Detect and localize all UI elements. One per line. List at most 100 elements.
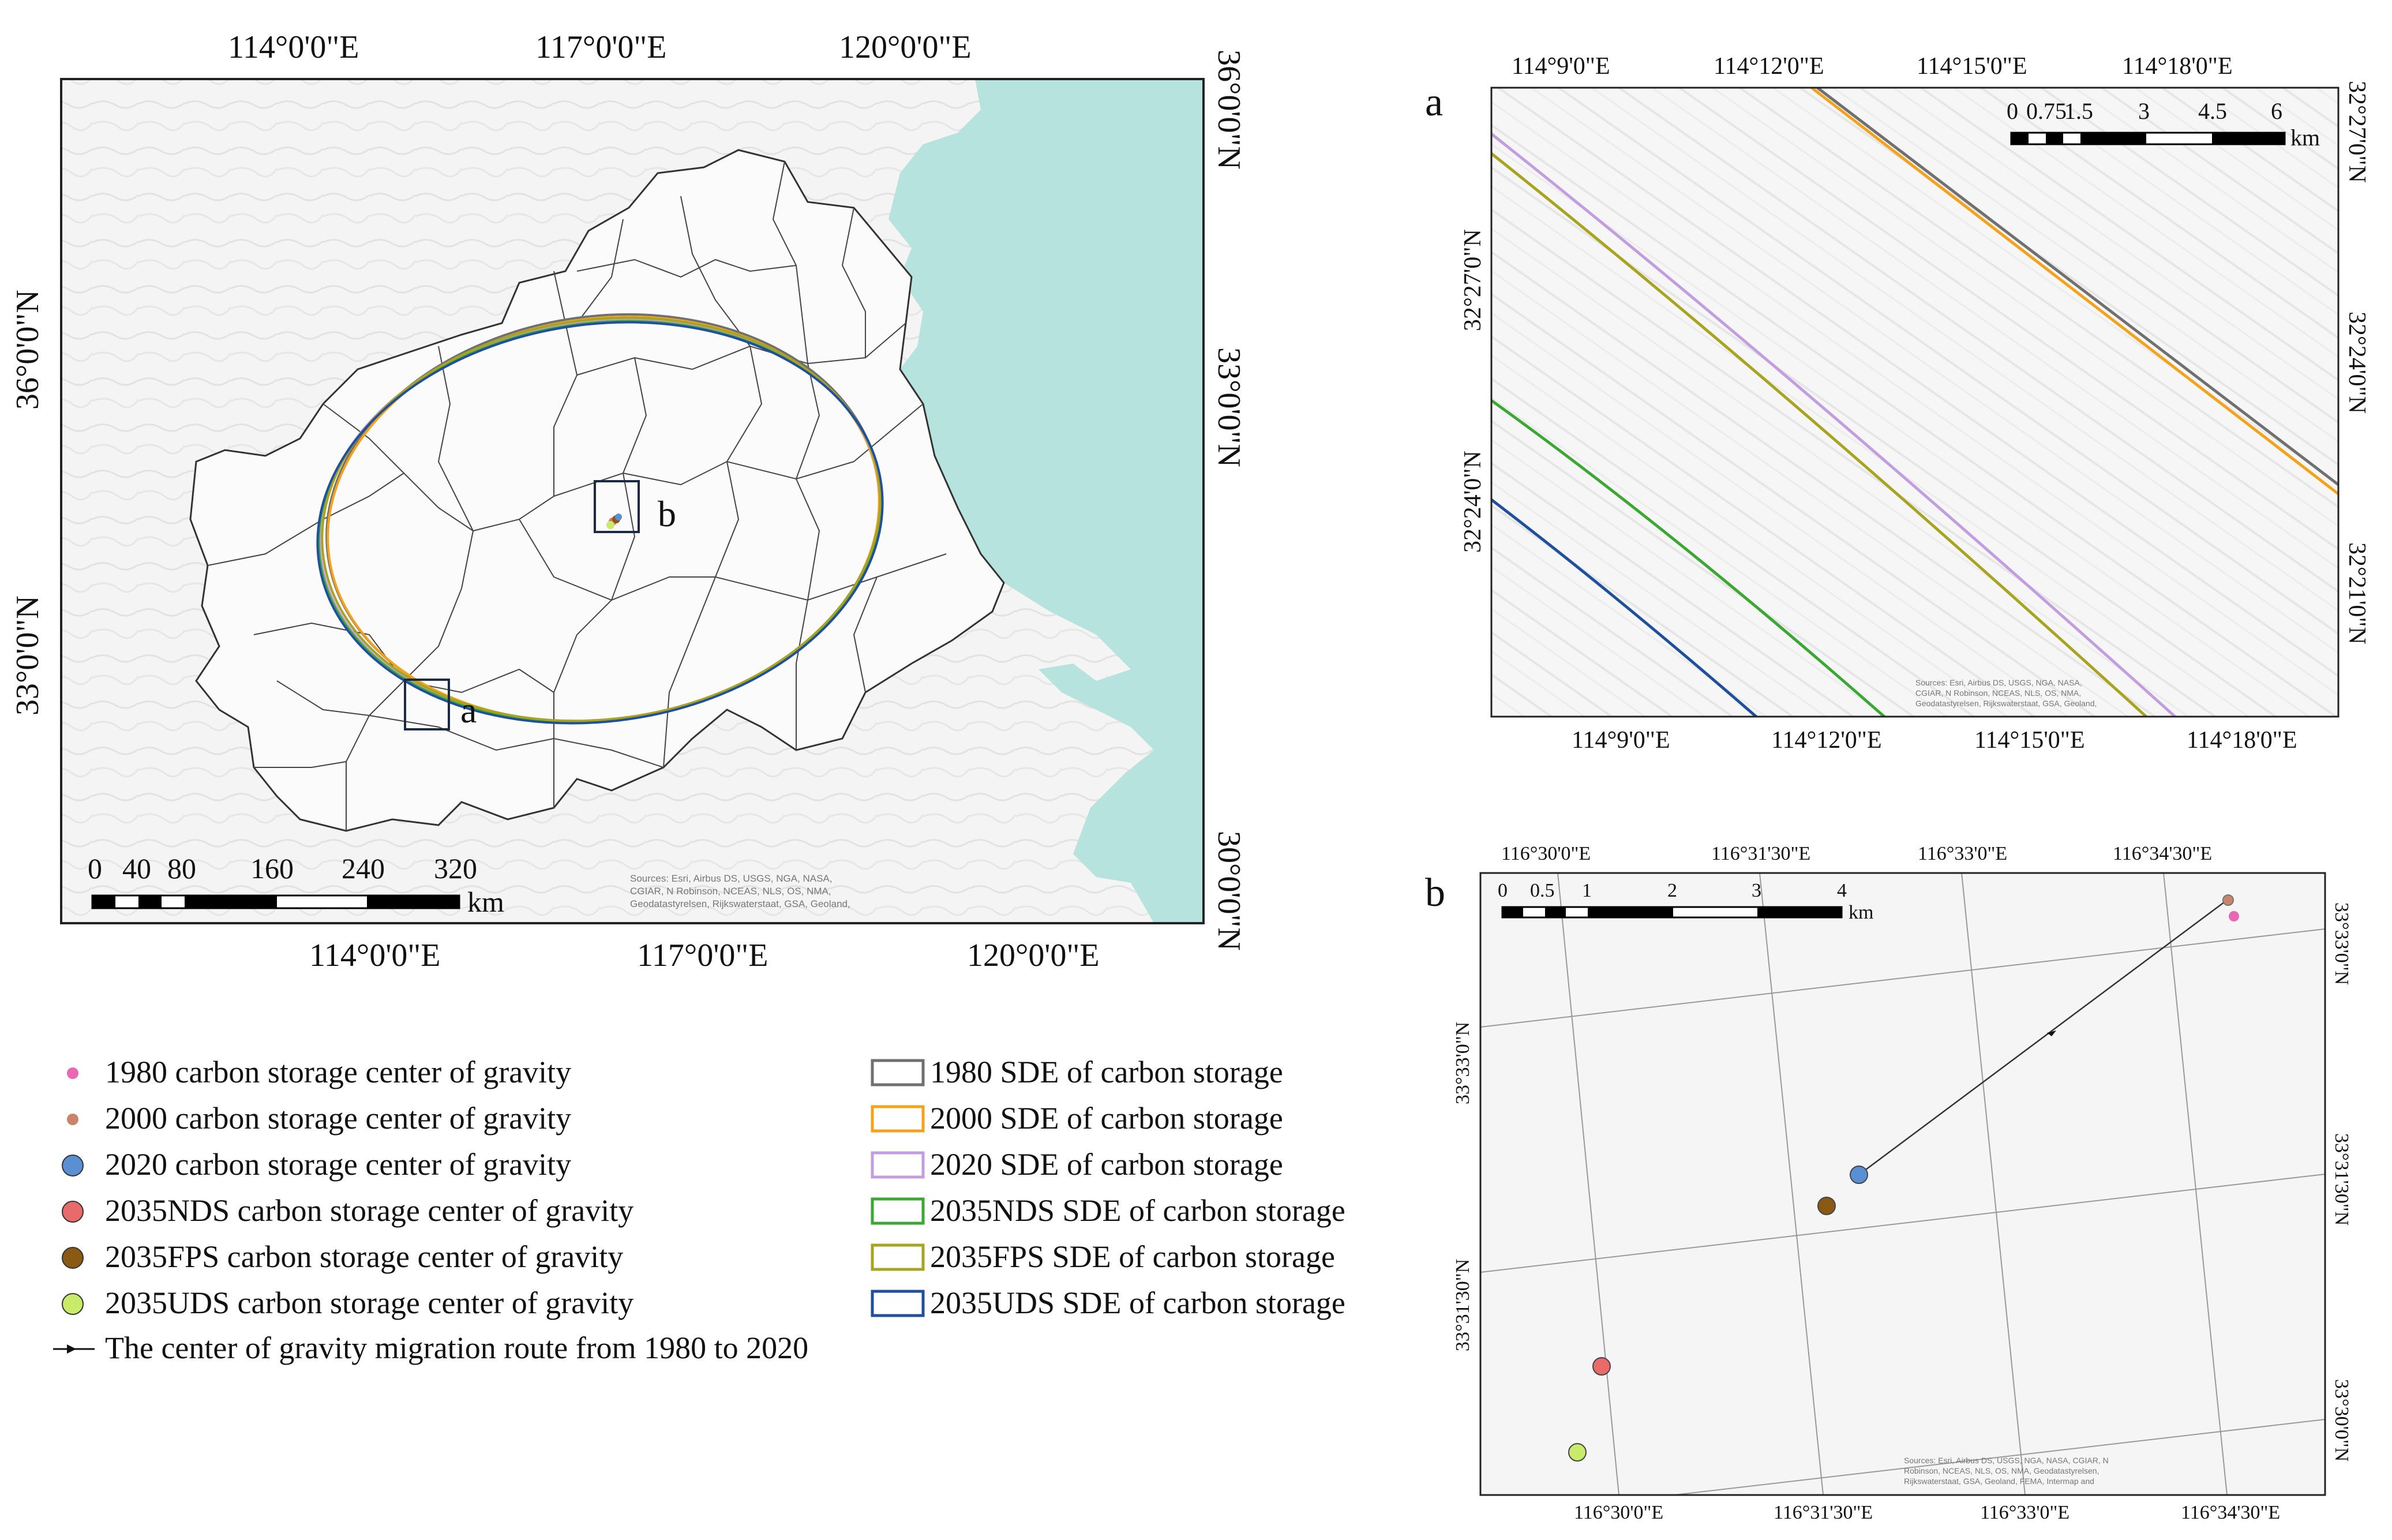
svg-text:CGIAR, N Robinson, NCEAS, NLS,: CGIAR, N Robinson, NCEAS, NLS, OS, NMA, — [1915, 688, 2081, 698]
migration-route-line — [1858, 899, 2228, 1176]
sde-ellipses — [316, 313, 884, 725]
panel-b-scale-tick-1: 0.5 — [1530, 880, 1555, 901]
sde-2035fps — [321, 316, 882, 722]
migration-route-arrow — [2047, 1031, 2056, 1036]
center-1980 — [2229, 911, 2239, 921]
main-right-lat-30: 30°0'0"N — [1211, 831, 1247, 951]
panel-a-right-lat-0: 32°27'0"N — [2344, 81, 2370, 183]
panel-b: b — [1425, 843, 2352, 1523]
legend-label-2035uds-center: 2035UDS carbon storage center of gravity — [105, 1286, 633, 1320]
center-2035uds — [1568, 1443, 1587, 1462]
legend-label-sde-2000: 2000 SDE of carbon storage — [930, 1101, 1283, 1136]
legend-symbol-sde-1980 — [871, 1059, 925, 1086]
panel-b-sources: Sources: Esri, Airbus DS, USGS, NGA, NAS… — [1904, 1456, 2109, 1486]
legend-label-2035fps-center: 2035FPS carbon storage center of gravity — [105, 1239, 623, 1274]
legend-label-2020-center: 2020 carbon storage center of gravity — [105, 1147, 571, 1182]
main-scale-unit: km — [467, 886, 504, 918]
svg-text:Geodatastyrelsen, Rijkswaterst: Geodatastyrelsen, Rijkswaterstaat, GSA, … — [630, 898, 850, 909]
center-2035fps — [1817, 1197, 1836, 1215]
panel-b-scale-tick-2: 1 — [1582, 880, 1592, 901]
legend-symbol-route — [53, 1344, 95, 1354]
panel-a-right-lat-2: 32°21'0"N — [2344, 542, 2370, 645]
panel-b-bottom-lon-3: 116°34'30"E — [2181, 1502, 2280, 1523]
legend-label-1980-center: 1980 carbon storage center of gravity — [105, 1055, 571, 1089]
panel-b-scale-unit: km — [1849, 902, 1873, 923]
panel-a-scale-bar — [2010, 132, 2286, 145]
main-scale-tick-3: 160 — [250, 852, 294, 885]
panel-b-bottom-lon-0: 116°30'0"E — [1574, 1502, 1663, 1523]
legend-label-route: The center of gravity migration route fr… — [105, 1331, 808, 1365]
panel-a-scale-tick-0: 0 — [2007, 98, 2018, 124]
panel-a-scale-tick-4: 4.5 — [2198, 98, 2227, 124]
main-left-lat-36: 36°0'0"N — [10, 290, 46, 410]
panel-b-background — [1480, 873, 2325, 1495]
sde-2035uds — [316, 321, 884, 725]
main-top-lon-120: 120°0'0"E — [839, 29, 972, 65]
panel-a-top-lon-0: 114°9'0"E — [1512, 53, 1610, 80]
legend-symbol-2035nds-center — [62, 1201, 84, 1223]
panel-b-scale-tick-5: 4 — [1837, 880, 1847, 901]
main-bottom-lon-114: 114°0'0"E — [309, 938, 440, 973]
main-scale-bar — [91, 894, 460, 909]
inset-box-a[interactable] — [404, 679, 450, 730]
legend-label-sde-2035uds: 2035UDS SDE of carbon storage — [930, 1286, 1345, 1320]
main-top-lon-114: 114°0'0"E — [228, 29, 359, 65]
legend-symbol-2000-center — [67, 1114, 78, 1125]
panel-a-bottom-lon-1: 114°12'0"E — [1771, 727, 1882, 754]
panel-b-graticule — [1480, 873, 2325, 1495]
panel-b-top-lon-2: 116°33'0"E — [1918, 843, 2007, 864]
panel-b-scale-tick-0: 0 — [1498, 880, 1508, 901]
panel-b-top-lon-0: 116°30'0"E — [1501, 843, 1591, 864]
svg-text:Sources: Esri, Airbus DS, USGS: Sources: Esri, Airbus DS, USGS, NGA, NAS… — [630, 873, 833, 884]
legend-label-sde-1980: 1980 SDE of carbon storage — [930, 1055, 1283, 1089]
center-2000 — [2222, 894, 2234, 906]
panel-b-scale-tick-3: 2 — [1667, 880, 1677, 901]
panel-a-bottom-lon-0: 114°9'0"E — [1572, 727, 1670, 754]
panel-a-bottom-lon-2: 114°15'0"E — [1974, 727, 2085, 754]
main-scale-tick-2: 80 — [167, 852, 196, 885]
panel-a-frame — [1490, 87, 2339, 718]
main-bottom-lon-120: 120°0'0"E — [967, 938, 1100, 973]
panel-a-top-lon-2: 114°15'0"E — [1917, 53, 2027, 80]
panel-a-bottom-lon-3: 114°18'0"E — [2187, 727, 2297, 754]
main-scale-tick-0: 0 — [88, 852, 102, 885]
center-2035nds — [1592, 1357, 1611, 1376]
sea-area — [888, 79, 1204, 923]
main-right-lat-33: 33°0'0"N — [1211, 347, 1247, 467]
svg-text:Robinson, NCEAS, NLS, OS, NMA,: Robinson, NCEAS, NLS, OS, NMA, Geodatast… — [1904, 1466, 2099, 1475]
svg-text:Geodatastyrelsen, Rijkswaterst: Geodatastyrelsen, Rijkswaterstaat, GSA, … — [1915, 699, 2097, 708]
svg-text:Sources: Esri, Airbus DS, USGS: Sources: Esri, Airbus DS, USGS, NGA, NAS… — [1915, 678, 2082, 687]
panel-b-bottom-lon-2: 116°33'0"E — [1980, 1502, 2069, 1523]
inset-box-b[interactable] — [594, 480, 640, 533]
legend-symbol-2035uds-center — [62, 1293, 84, 1315]
main-left-lat-33: 33°0'0"N — [10, 595, 46, 715]
main-scale-tick-4: 240 — [342, 852, 385, 885]
panel-a-right-lat-1: 32°24'0"N — [2344, 312, 2370, 414]
panel-b-frame — [1479, 872, 2326, 1496]
center-2020 — [1850, 1166, 1868, 1184]
panel-a-top-lon-3: 114°18'0"E — [2122, 53, 2233, 80]
panel-a-background — [1491, 88, 2338, 717]
panel-b-right-lat-0: 33°33'0"N — [2331, 902, 2352, 985]
panel-a-left-lat-0: 32°27'0"N — [1460, 229, 1486, 331]
gravity-center-cluster — [606, 514, 622, 529]
legend-symbol-2035fps-center — [62, 1247, 84, 1269]
panel-a-letter: a — [1425, 80, 1443, 125]
legend-label-sde-2035fps: 2035FPS SDE of carbon storage — [930, 1239, 1335, 1274]
panel-a-scale-tick-3: 3 — [2138, 98, 2150, 124]
main-bottom-lon-117: 117°0'0"E — [637, 938, 768, 973]
panel-b-left-lat-1: 33°31'30"N — [1452, 1259, 1474, 1351]
study-region-outline — [189, 149, 1005, 832]
main-top-lon-117: 117°0'0"E — [535, 29, 666, 65]
svg-text:Rijkswaterstaat, GSA, Geoland,: Rijkswaterstaat, GSA, Geoland, FEMA, Int… — [1904, 1477, 2094, 1486]
panel-b-scale-tick-4: 3 — [1752, 880, 1761, 901]
panel-a-top-lon-1: 114°12'0"E — [1714, 53, 1824, 80]
legend-symbol-sde-2035uds — [871, 1290, 925, 1317]
panel-a-ellipse-arcs — [1491, 88, 2338, 717]
panel-b-scale-bar — [1501, 906, 1843, 919]
inset-a-label: a — [460, 690, 477, 730]
panel-a-scale-tick-1: 0.75 — [2026, 98, 2067, 124]
county-boundaries — [207, 161, 947, 831]
inset-b-label: b — [658, 493, 676, 534]
legend-symbol-sde-2035fps — [871, 1243, 925, 1271]
